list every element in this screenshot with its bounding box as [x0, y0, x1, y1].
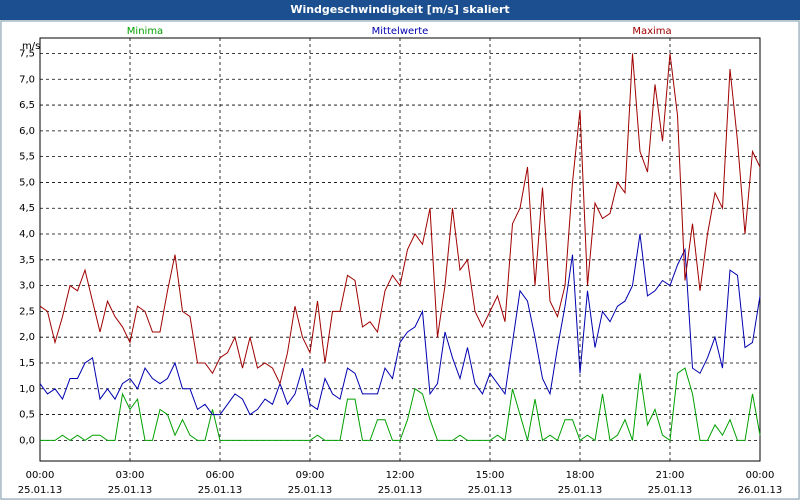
data-line — [39, 53, 761, 386]
y-tick-label: 6,0 — [19, 126, 35, 137]
x-tick-label: 00:00 — [26, 470, 55, 481]
y-tick-label: 5,5 — [19, 152, 35, 163]
data-line — [40, 367, 761, 442]
x-tick-date: 25.01.13 — [378, 485, 423, 496]
x-tick-label: 00:00 — [746, 470, 775, 481]
legend-label: Maxima — [632, 26, 671, 37]
y-tick-label: 0,5 — [19, 410, 35, 421]
x-tick-label: 03:00 — [116, 470, 145, 481]
x-tick-date: 25.01.13 — [558, 485, 603, 496]
title-bar — [0, 0, 800, 20]
window-title: Windgeschwindigkeit [m/s] skaliert — [290, 3, 509, 16]
y-tick-label: 2,0 — [19, 332, 35, 343]
x-tick-label: 21:00 — [656, 470, 685, 481]
x-tick-date: 25.01.13 — [648, 485, 693, 496]
y-tick-label: 1,5 — [19, 358, 35, 369]
x-tick-date: 25.01.13 — [288, 485, 333, 496]
x-tick-label: 09:00 — [296, 470, 325, 481]
y-tick-label: 1,0 — [19, 384, 35, 395]
x-tick-date: 25.01.13 — [108, 485, 153, 496]
y-tick-label: 3,5 — [19, 255, 35, 266]
y-tick-label: 7,5 — [19, 48, 35, 59]
y-tick-label: 4,0 — [19, 229, 35, 240]
y-tick-label: 0,0 — [19, 435, 35, 446]
y-tick-label: 7,0 — [19, 74, 35, 85]
x-tick-date: 25.01.13 — [18, 485, 63, 496]
y-tick-label: 6,5 — [19, 100, 35, 111]
y-tick-label: 4,5 — [19, 203, 35, 214]
x-tick-date: 26.01.13 — [738, 485, 783, 496]
x-tick-date: 25.01.13 — [468, 485, 513, 496]
x-tick-label: 15:00 — [476, 470, 505, 481]
y-tick-label: 3,0 — [19, 281, 35, 292]
x-tick-label: 12:00 — [386, 470, 415, 481]
y-unit: m/s — [22, 41, 40, 52]
x-tick-date: 25.01.13 — [198, 485, 243, 496]
x-tick-label: 18:00 — [566, 470, 595, 481]
data-line — [39, 233, 761, 416]
y-tick-label: 2,5 — [19, 306, 35, 317]
legend-label: Mittelwerte — [372, 26, 429, 37]
y-tick-label: 5,0 — [19, 177, 35, 188]
x-tick-label: 06:00 — [206, 470, 235, 481]
legend-label: Minima — [127, 26, 163, 37]
